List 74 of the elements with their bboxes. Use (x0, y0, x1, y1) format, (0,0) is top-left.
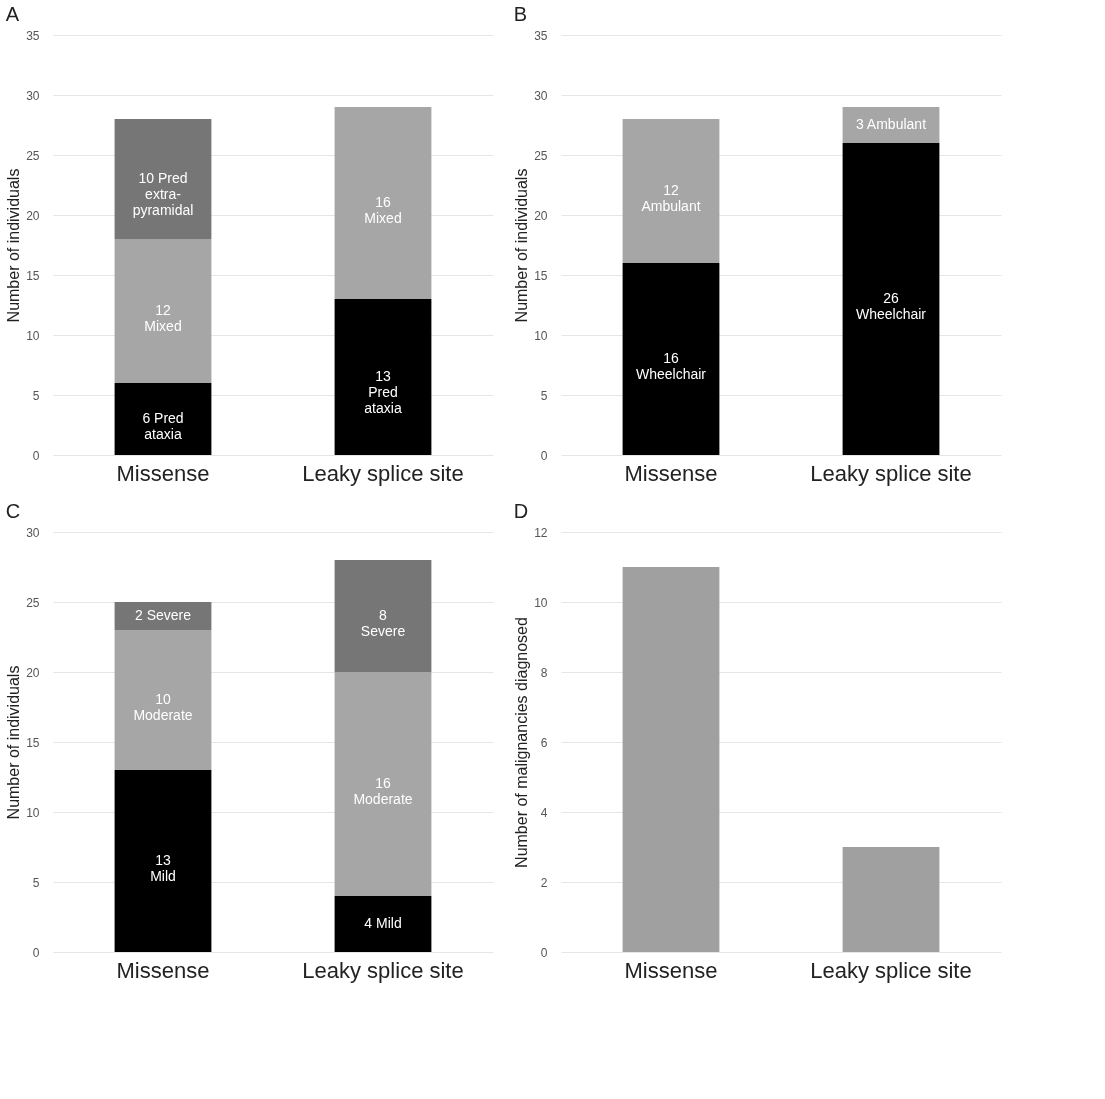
data-label: 13 Pred ataxia (364, 368, 402, 416)
y-tick-label: 12 (534, 525, 548, 540)
y-tick-label: 20 (26, 208, 40, 223)
y-axis-title: Number of malignancies diagnosed (513, 617, 531, 868)
y-tick-label: 5 (540, 388, 548, 403)
x-tick-label: Leaky splice site (810, 957, 972, 983)
chart-title: A (5, 3, 20, 25)
y-tick-label: 25 (26, 148, 40, 163)
y-tick-label: 35 (26, 28, 40, 43)
y-tick-label: 10 (534, 595, 548, 610)
x-tick-label: Missense (116, 460, 210, 486)
y-tick-label: 6 (540, 735, 548, 750)
data-label: 10 Moderate (133, 691, 193, 723)
y-tick-label: 0 (32, 448, 40, 463)
y-tick-label: 30 (26, 525, 40, 540)
data-label: 16 Wheelchair (635, 350, 707, 382)
x-tick-label: Missense (116, 957, 210, 983)
bar (622, 119, 720, 263)
bar (334, 560, 432, 672)
y-axis-title: Number of individuals (5, 168, 23, 323)
x-tick-label: Leaky splice site (810, 460, 972, 486)
y-tick-label: 10 (26, 805, 40, 820)
x-tick-label: Leaky splice site (302, 460, 464, 486)
data-label: 12 Mixed (144, 302, 182, 334)
y-tick-label: 4 (540, 805, 548, 820)
bar (114, 239, 212, 383)
y-tick-label: 0 (32, 945, 40, 960)
y-tick-label: 0 (540, 448, 548, 463)
data-label: 2 Severe (134, 607, 192, 623)
chart-title: D (513, 500, 529, 522)
y-tick-label: 20 (26, 665, 40, 680)
y-tick-label: 30 (26, 88, 40, 103)
data-label: 6 Pred ataxia (142, 410, 184, 442)
x-tick-label: Missense (624, 957, 718, 983)
data-label: 12 Ambulant (641, 182, 701, 214)
bar (114, 119, 212, 239)
data-label: 13 Mild (150, 852, 176, 884)
bar (114, 770, 212, 952)
bar (334, 107, 432, 299)
bar (334, 299, 432, 455)
y-axis-title: Number of individuals (5, 665, 23, 820)
y-tick-label: 25 (26, 595, 40, 610)
bar (842, 143, 940, 455)
bar (622, 263, 720, 455)
chart-title: B (513, 3, 527, 25)
y-tick-label: 0 (540, 945, 548, 960)
bar (334, 672, 432, 896)
y-tick-label: 15 (26, 268, 40, 283)
y-tick-label: 20 (534, 208, 548, 223)
y-tick-label: 10 (26, 328, 40, 343)
chart-title: C (5, 500, 21, 522)
data-label: 16 Moderate (353, 775, 413, 807)
y-tick-label: 10 (534, 328, 548, 343)
data-label: 8 Severe (360, 607, 406, 639)
x-tick-label: Missense (624, 460, 718, 486)
data-label: 26 Wheelchair (855, 290, 927, 322)
y-tick-label: 15 (534, 268, 548, 283)
bar (114, 630, 212, 770)
y-tick-label: 8 (540, 665, 548, 680)
y-tick-label: 2 (540, 875, 548, 890)
y-tick-label: 15 (26, 735, 40, 750)
y-tick-label: 25 (534, 148, 548, 163)
y-axis-title: Number of individuals (513, 168, 531, 323)
bar (334, 896, 432, 952)
y-tick-label: 35 (534, 28, 548, 43)
data-label: 10 Pred extra- pyramidal (132, 170, 194, 218)
y-tick-label: 5 (32, 388, 40, 403)
x-tick-label: Leaky splice site (302, 957, 464, 983)
data-label: 4 Mild (364, 915, 402, 931)
data-label: 16 Mixed (364, 194, 402, 226)
y-tick-label: 30 (534, 88, 548, 103)
y-tick-label: 5 (32, 875, 40, 890)
data-label: 3 Ambulant (855, 116, 927, 132)
bar (114, 383, 212, 455)
